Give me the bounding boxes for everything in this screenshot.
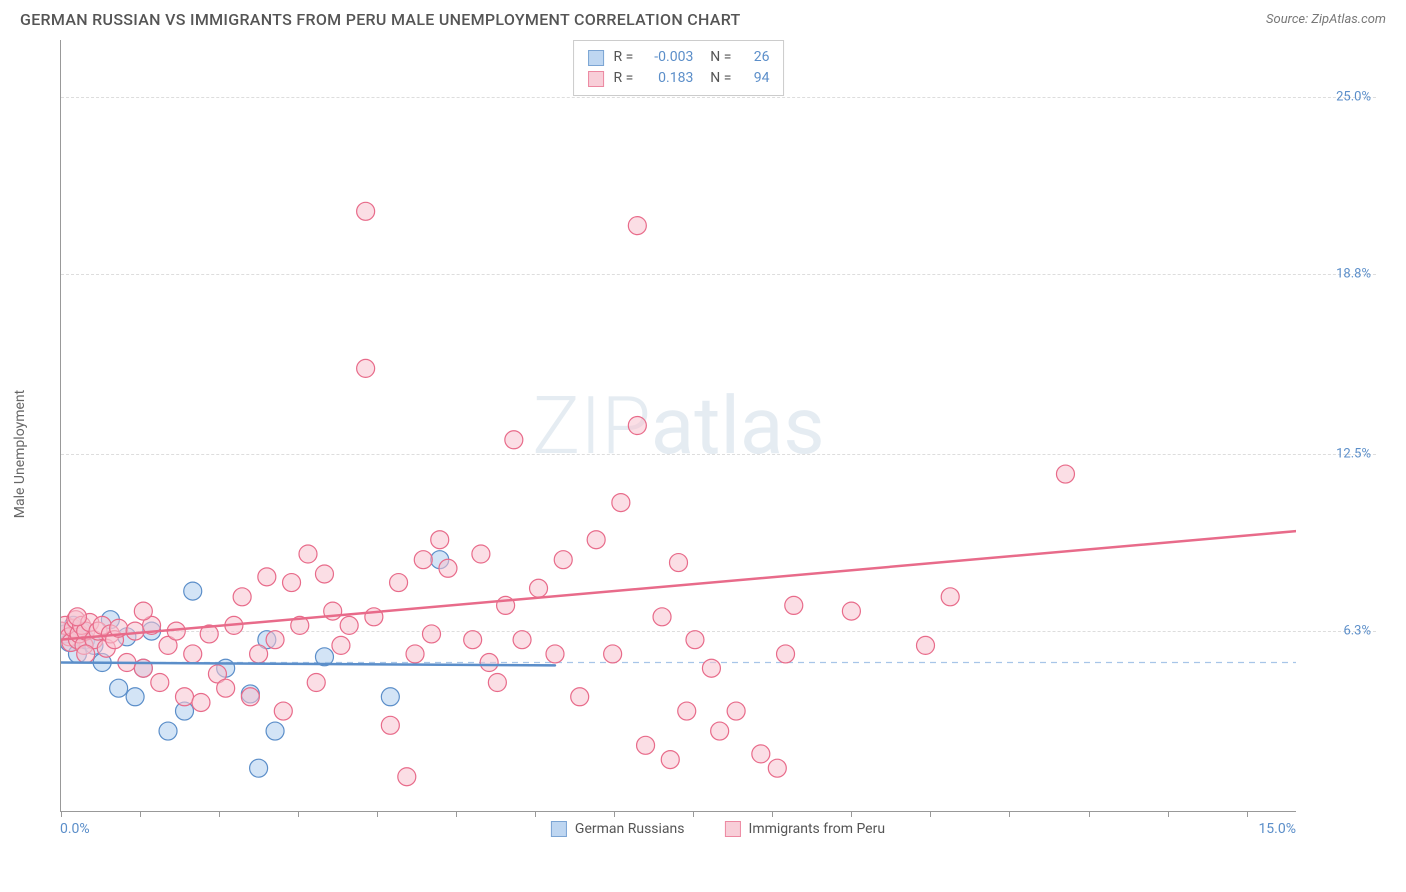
x-tick [772,811,773,817]
n-label: N = [703,47,731,68]
x-tick [1089,811,1090,817]
swatch-german-icon [551,821,567,837]
legend-item-german: German Russians [551,821,685,837]
x-tick [140,811,141,817]
x-tick [61,811,62,817]
x-min-label: 0.0% [60,821,90,837]
y-axis-label: Male Unemployment [12,390,28,518]
x-tick [377,811,378,817]
r-value-1: -0.003 [643,47,693,68]
x-max-label: 15.0% [1258,821,1296,837]
legend-swatch-pink [588,71,604,87]
n-label-2: N = [703,68,731,89]
legend-item-peru: Immigrants from Peru [725,821,886,837]
r-label-2: R = [614,68,634,89]
chart-container: ZIPatlas R = -0.003 N = 26 R = 0.183 N =… [60,40,1376,842]
x-tick [693,811,694,817]
y-tick-label: 18.8% [1336,267,1371,282]
swatch-peru-icon [725,821,741,837]
correlation-legend: R = -0.003 N = 26 R = 0.183 N = 94 [573,40,785,96]
series-legend: German Russians Immigrants from Peru [551,821,885,837]
chart-title: GERMAN RUSSIAN VS IMMIGRANTS FROM PERU M… [20,10,741,29]
y-tick-label: 12.5% [1336,447,1371,462]
x-tick [456,811,457,817]
x-tick [614,811,615,817]
y-tick-label: 6.3% [1343,624,1371,639]
r-label: R = [614,47,634,68]
x-tick [535,811,536,817]
x-tick [851,811,852,817]
x-tick [1168,811,1169,817]
y-tick-label: 25.0% [1336,90,1371,105]
legend-row-1: R = -0.003 N = 26 [588,47,770,68]
n-value-1: 26 [741,47,769,68]
scatter-plot-svg [61,40,1296,811]
x-tick [1247,811,1248,817]
x-tick [219,811,220,817]
legend-label-peru: Immigrants from Peru [749,821,886,837]
x-tick [1009,811,1010,817]
x-tick [298,811,299,817]
x-tick [930,811,931,817]
legend-label-german: German Russians [575,821,685,837]
legend-swatch-blue [588,50,604,66]
n-value-2: 94 [741,68,769,89]
plot-area: ZIPatlas R = -0.003 N = 26 R = 0.183 N =… [60,40,1296,812]
source-label: Source: ZipAtlas.com [1266,12,1386,27]
r-value-2: 0.183 [643,68,693,89]
legend-row-2: R = 0.183 N = 94 [588,68,770,89]
